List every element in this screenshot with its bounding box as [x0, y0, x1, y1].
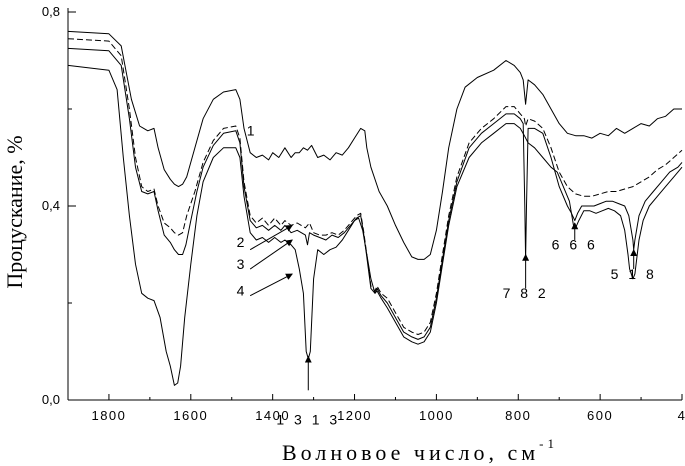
peak-label-518: 5 1 8 — [611, 266, 657, 282]
curve-labels: 1 2 3 4 — [237, 123, 293, 299]
x-tick-label-1000: 1000 — [419, 408, 454, 423]
series-line-2 — [67, 38, 683, 335]
x-tick-label-400: 4 — [678, 408, 685, 423]
x-axis-title-main: Волновое число, см — [282, 440, 539, 465]
curve-label-3: 3 — [237, 256, 248, 272]
peak-label-782: 7 8 2 — [503, 285, 549, 301]
series-line-3 — [67, 47, 683, 340]
curve-label-2: 2 — [237, 234, 248, 250]
peak-annotations: 1 3 1 3 7 8 2 6 6 6 5 1 8 — [276, 222, 657, 427]
curve-label-4: 4 — [237, 283, 248, 299]
x-tick-label-600: 600 — [587, 408, 613, 423]
x-tick-label-800: 800 — [505, 408, 531, 423]
series-line-4 — [67, 64, 683, 386]
x-tick-label-1200: 1200 — [337, 408, 372, 423]
curve-pointer-arrow-3 — [249, 239, 293, 270]
y-tick-label: 0,8 — [42, 4, 60, 19]
x-tick-label-1800: 1800 — [91, 408, 126, 423]
x-tick-label-1600: 1600 — [173, 408, 208, 423]
y-tick-label: 0,4 — [42, 198, 60, 213]
peak-label-666: 6 6 6 — [552, 237, 598, 253]
curve-label-1: 1 — [247, 123, 258, 139]
curve-pointer-arrow-2 — [249, 224, 293, 251]
curve-pointer-arrow-4 — [249, 273, 293, 297]
y-axis-title: Процускание, % — [2, 135, 27, 288]
x-tick-label-1400: 1400 — [255, 408, 290, 423]
chart-axes: 1800 1600 1400 1200 1000 800 600 4 0,8 0,4 0,0 — [42, 4, 685, 423]
peak-label-1313: 1 3 1 3 — [276, 411, 340, 427]
x-axis-title-superscript: -1 — [539, 436, 558, 451]
x-axis-title: Волновое число, см-1 — [282, 436, 558, 465]
series-line-1 — [67, 30, 682, 260]
series-layer — [67, 30, 683, 386]
y-tick-label: 0,0 — [42, 392, 60, 407]
